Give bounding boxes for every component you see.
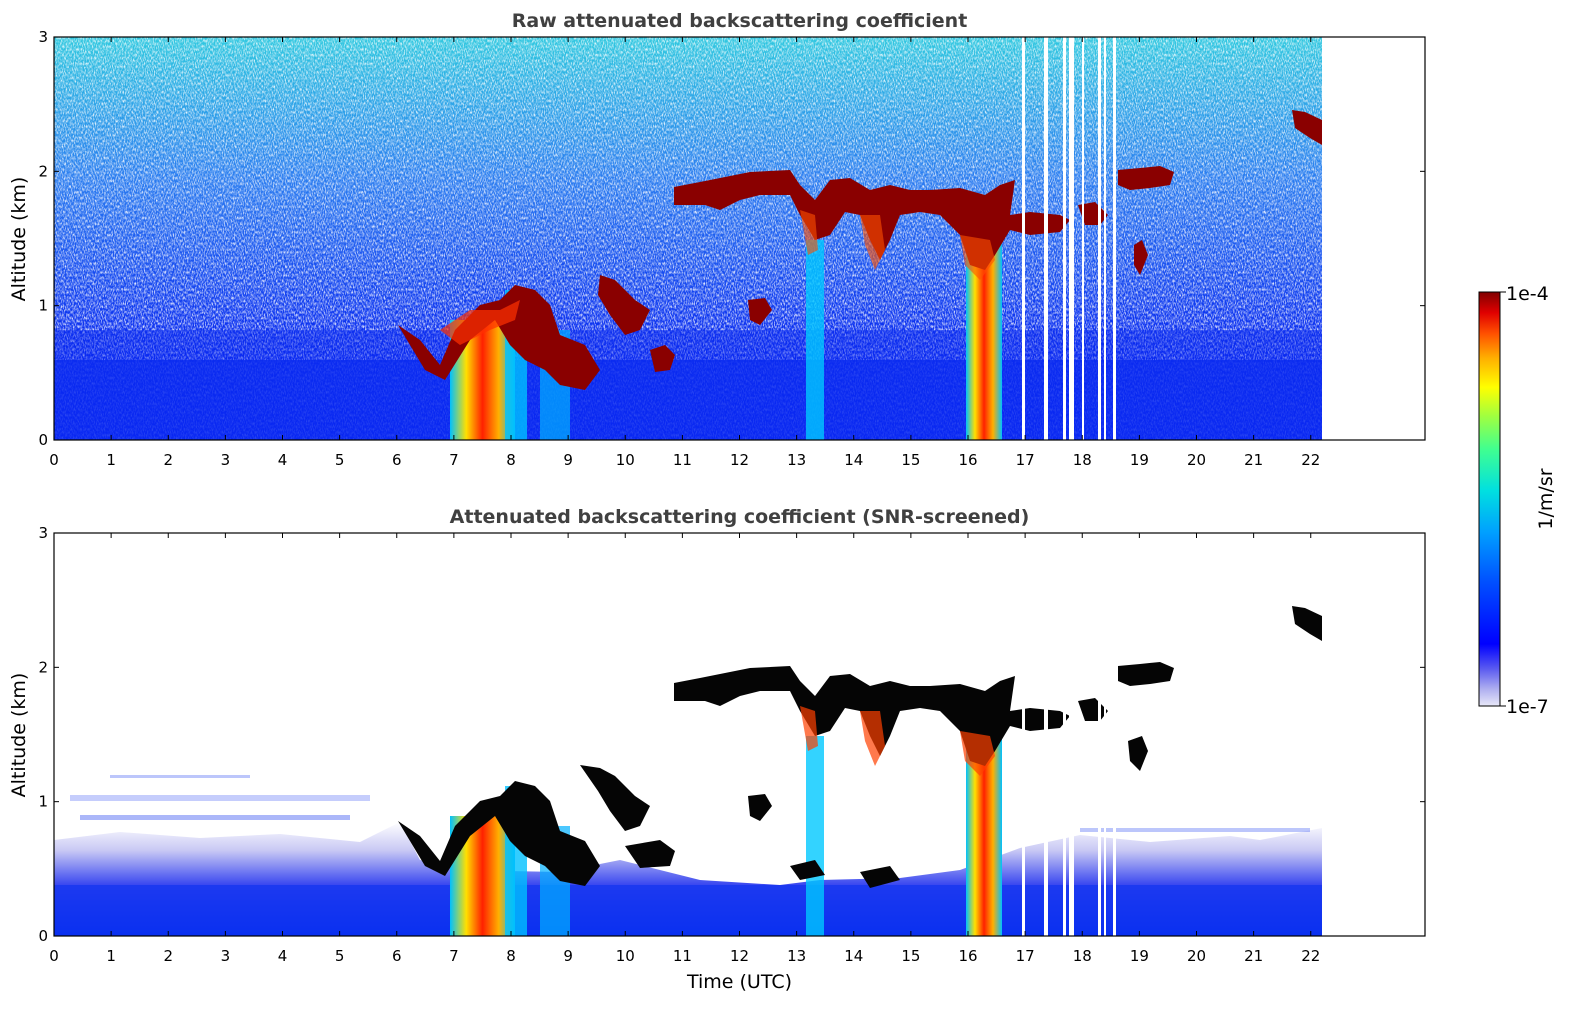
y-tick-label: 1 [38, 297, 48, 315]
x-tick-label: 14 [844, 451, 863, 469]
data-gaps [1022, 533, 1425, 936]
x-tick-label: 11 [673, 947, 692, 965]
x-tick-label: 19 [1130, 947, 1149, 965]
x-tick-label: 5 [335, 451, 345, 469]
x-tick-label: 17 [1016, 451, 1035, 469]
x-tick-label: 10 [616, 451, 635, 469]
panel1-ylabel: Altitude (km) [8, 177, 30, 302]
x-tick-label: 8 [506, 947, 516, 965]
x-tick-label: 15 [901, 451, 920, 469]
x-tick-label: 19 [1130, 451, 1149, 469]
panel1-heatmap [54, 37, 1425, 440]
x-tick-label: 9 [563, 451, 573, 469]
x-tick-label: 18 [1073, 451, 1092, 469]
x-tick-label: 17 [1016, 947, 1035, 965]
y-tick-label: 0 [38, 431, 48, 449]
panel2-title: Attenuated backscattering coefficient (S… [450, 506, 1030, 528]
low-cloud-layer [398, 765, 900, 888]
x-tick-label: 9 [563, 947, 573, 965]
x-tick-label: 8 [506, 451, 516, 469]
x-tick-label: 20 [1187, 947, 1206, 965]
panel2-xlabel: Time (UTC) [686, 971, 792, 993]
x-tick-label: 1 [106, 947, 116, 965]
x-tick-label: 0 [49, 947, 59, 965]
x-tick-label: 18 [1073, 947, 1092, 965]
y-tick-label: 0 [38, 927, 48, 945]
x-tick-label: 6 [392, 947, 402, 965]
low-cloud-layer [398, 275, 772, 390]
panel1-title: Raw attenuated backscattering coefficien… [512, 10, 968, 32]
panel2-ylabel: Altitude (km) [8, 673, 30, 798]
aerosol-specks [70, 775, 1310, 832]
y-tick-label: 3 [38, 524, 48, 542]
colorbar-max-label: 1e-4 [1506, 283, 1549, 305]
x-tick-label: 13 [787, 451, 806, 469]
x-tick-label: 15 [901, 947, 920, 965]
x-tick-label: 6 [392, 451, 402, 469]
x-tick-label: 10 [616, 947, 635, 965]
raw-backscatter-panel: Raw attenuated backscattering coefficien… [8, 10, 1426, 469]
boundary-layer [54, 360, 1322, 440]
x-tick-label: 13 [787, 947, 806, 965]
x-tick-label: 4 [278, 451, 288, 469]
x-tick-label: 5 [335, 947, 345, 965]
x-tick-label: 12 [730, 947, 749, 965]
x-tick-label: 1 [106, 451, 116, 469]
x-tick-label: 0 [49, 451, 59, 469]
x-tick-label: 22 [1301, 451, 1320, 469]
x-tick-label: 21 [1244, 947, 1263, 965]
x-tick-label: 11 [673, 451, 692, 469]
x-tick-label: 3 [221, 451, 231, 469]
x-tick-label: 2 [163, 451, 173, 469]
x-tick-label: 4 [278, 947, 288, 965]
snr-screened-panel: Attenuated backscattering coefficient (S… [8, 506, 1426, 993]
x-tick-label: 12 [730, 451, 749, 469]
x-tick-label: 22 [1301, 947, 1320, 965]
x-tick-label: 3 [221, 947, 231, 965]
panel2-heatmap [54, 533, 1425, 936]
y-tick-label: 2 [38, 658, 48, 676]
colorbar-scale [1478, 291, 1501, 707]
y-tick-label: 2 [38, 162, 48, 180]
x-tick-label: 2 [163, 947, 173, 965]
y-tick-label: 1 [38, 793, 48, 811]
data-gaps [1022, 37, 1425, 440]
colorbar: 1e-4 1e-7 1/m/sr [1478, 283, 1557, 718]
colorbar-min-label: 1e-7 [1506, 696, 1549, 718]
y-tick-label: 3 [38, 28, 48, 46]
x-tick-label: 21 [1244, 451, 1263, 469]
x-tick-label: 7 [449, 947, 459, 965]
x-tick-label: 16 [958, 947, 977, 965]
x-tick-label: 20 [1187, 451, 1206, 469]
colorbar-label: 1/m/sr [1535, 468, 1557, 529]
x-tick-label: 7 [449, 451, 459, 469]
x-tick-label: 14 [844, 947, 863, 965]
x-tick-label: 16 [958, 451, 977, 469]
